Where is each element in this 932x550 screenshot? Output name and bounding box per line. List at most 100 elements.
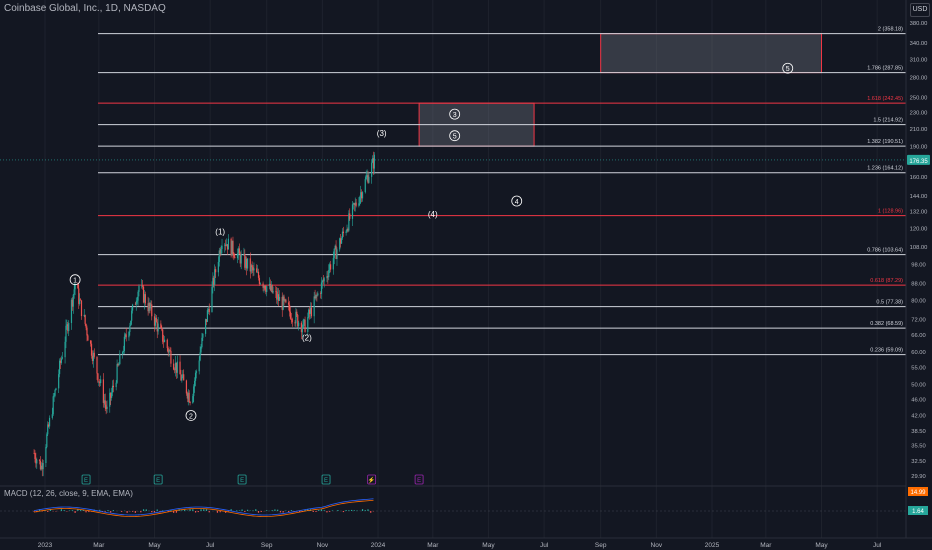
candle-body: [77, 284, 79, 289]
price-tick-label: 144.00: [910, 194, 928, 200]
candle-body: [227, 238, 230, 250]
fib-label: 1.5 (214.92): [873, 118, 903, 124]
candle-body: [336, 249, 338, 260]
candle-body: [365, 177, 367, 180]
earnings-icon-glyph: E: [417, 478, 421, 484]
candle-body: [70, 299, 73, 323]
macd-hist: [219, 511, 221, 513]
candle-body: [198, 360, 200, 372]
candle-body: [143, 294, 146, 303]
candle-body: [150, 304, 152, 309]
candle-body: [319, 293, 322, 294]
candle-body: [283, 296, 285, 301]
macd-hist: [348, 510, 350, 511]
candle-body: [275, 291, 277, 292]
macd-hist: [181, 510, 183, 511]
macd-hist: [282, 511, 284, 513]
candle-body: [58, 374, 60, 389]
candle-body: [238, 248, 240, 254]
macd-hist: [63, 510, 65, 511]
candles: [33, 151, 375, 477]
candle-body: [368, 176, 370, 183]
macd-hist: [162, 510, 164, 511]
macd-hist: [173, 511, 175, 513]
candle-body: [117, 364, 119, 366]
macd-hist: [353, 510, 355, 511]
candle-body: [355, 202, 357, 206]
candle-body: [134, 304, 136, 306]
macd-hist: [271, 510, 273, 511]
candle-body: [176, 361, 178, 373]
candle-body: [84, 314, 86, 324]
candle-body: [194, 372, 197, 381]
candle-body: [66, 324, 68, 326]
wave-label: 4: [515, 199, 519, 206]
macd-hist: [145, 509, 147, 511]
candle-body: [53, 395, 55, 397]
candle-body: [313, 296, 315, 317]
time-tick-label: Mar: [93, 542, 105, 549]
candle-body: [181, 377, 183, 381]
candle-body: [40, 465, 42, 470]
candle-body: [326, 276, 328, 279]
candle-body: [281, 296, 283, 310]
candle-body: [33, 453, 35, 454]
macd-hist: [189, 509, 191, 511]
time-axis[interactable]: 2023 Mar May Jul Sep Nov 2024 Mar May Jul Sep Nov 20…: [0, 537, 932, 549]
candle-body: [153, 316, 156, 326]
candle-body: [154, 317, 157, 326]
candle-body: [230, 238, 232, 256]
candle-body: [290, 318, 292, 320]
candle-body: [34, 453, 36, 459]
macd-hist: [33, 511, 35, 512]
macd-hist: [175, 511, 177, 513]
price-tick-label: 280.00: [910, 76, 928, 82]
candle-body: [64, 341, 66, 358]
earnings-icon-glyph: E: [156, 478, 160, 484]
price-axis[interactable]: 380.00 340.00 310.00 280.00 250.00 230.00 210.…: [905, 0, 930, 538]
candle-body: [323, 278, 325, 282]
candle-body: [125, 334, 127, 338]
currency-button[interactable]: USD: [910, 3, 930, 17]
macd-hist: [290, 510, 292, 511]
candle-body: [361, 192, 363, 199]
candle-body: [307, 317, 309, 332]
earnings-icon-glyph: ⚡: [368, 476, 375, 484]
time-tick-label: Mar: [760, 542, 772, 549]
candle-body: [147, 303, 149, 312]
last-price-label: 176.35: [909, 159, 928, 165]
candle-body: [48, 424, 50, 427]
macd-hist: [307, 509, 309, 511]
candle-body: [58, 360, 61, 375]
candle-body: [142, 286, 145, 303]
candle-body: [162, 329, 164, 342]
candle-body: [192, 396, 194, 404]
candle-body: [360, 192, 362, 198]
candle-body: [142, 285, 144, 287]
candle-body: [335, 245, 337, 260]
earnings-icon: [414, 474, 424, 485]
macd-hist: [230, 509, 232, 511]
candle-body: [258, 277, 261, 285]
price-tick-label: 132.00: [910, 209, 928, 215]
candle-body: [109, 392, 111, 407]
wave-label: 5: [453, 134, 457, 141]
candle-body: [80, 300, 83, 317]
candle-body: [239, 253, 241, 264]
wave-label: 2: [189, 413, 193, 420]
candle-body: [41, 465, 43, 470]
candle-body: [244, 254, 246, 268]
macd-hist: [260, 511, 262, 512]
time-tick-label: Sep: [261, 542, 273, 549]
candle-body: [51, 414, 53, 418]
candle-body: [282, 296, 284, 310]
candle-body: [371, 158, 374, 163]
candle-body: [373, 154, 375, 169]
candle-body: [46, 434, 48, 448]
macd-hist: [203, 509, 205, 511]
candle-body: [277, 294, 280, 301]
macd-hist: [200, 509, 202, 511]
candle-body: [119, 353, 121, 365]
candle-body: [237, 248, 240, 254]
